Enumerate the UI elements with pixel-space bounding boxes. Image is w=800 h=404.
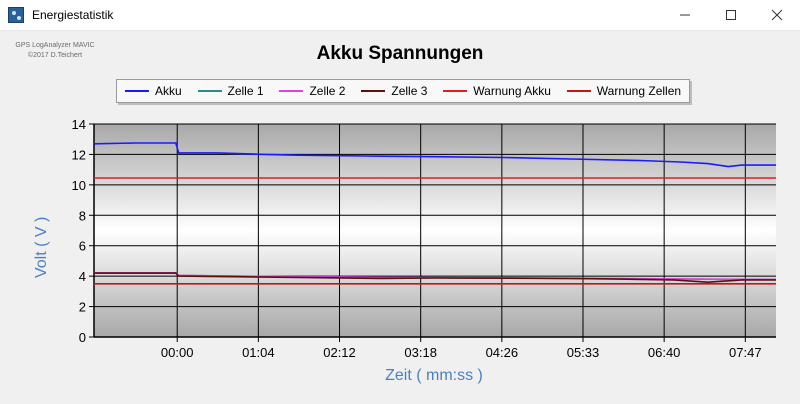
legend-label: Zelle 1 — [227, 84, 264, 98]
legend-swatch — [197, 90, 222, 92]
y-tick-label: 2 — [79, 300, 86, 315]
client-area: GPS LogAnalyzer MAVIC ©2017 D.Teichert A… — [0, 31, 800, 404]
window-controls — [662, 0, 800, 30]
x-tick-label: 04:26 — [486, 345, 519, 360]
legend-label: Zelle 2 — [309, 84, 346, 98]
x-axis-label: Zeit ( mm:ss ) — [385, 367, 483, 384]
y-tick-label: 14 — [72, 117, 86, 132]
y-tick-label: 4 — [79, 269, 86, 284]
legend-swatch — [566, 90, 591, 92]
legend-label: Zelle 3 — [391, 84, 428, 98]
legend-label: Akku — [154, 84, 182, 98]
legend-item: Akku — [124, 84, 182, 98]
y-tick-label: 8 — [79, 208, 86, 223]
series-line-akku — [93, 142, 776, 168]
legend-swatch — [443, 90, 468, 92]
window-title: Energiestatistik — [32, 8, 114, 22]
y-axis-label: Volt ( V ) — [33, 216, 50, 278]
y-tick-label: 12 — [72, 147, 86, 162]
plot-area — [94, 124, 776, 337]
legend-label: Warnung Zellen — [596, 84, 682, 98]
legend-item: Zelle 2 — [279, 84, 345, 98]
credits-line-2: ©2017 D.Teichert — [27, 52, 83, 59]
legend-item: Warnung Zellen — [566, 84, 682, 98]
legend-item: Zelle 3 — [361, 84, 427, 98]
credits: GPS LogAnalyzer MAVIC ©2017 D.Teichert — [10, 41, 100, 61]
y-tick-label: 10 — [72, 178, 86, 193]
chart-canvas: 0 2 4 6 8 10 12 14 00:00 01:04 02:12 03:18 04:26 05:3… — [72, 117, 777, 360]
x-tick-label: 06:40 — [648, 345, 681, 360]
x-tick-label: 00:00 — [161, 345, 194, 360]
chart-title: Akku Spannungen — [316, 43, 484, 64]
x-tick-label: 03:18 — [404, 345, 437, 360]
legend-label: Warnung Akku — [473, 84, 551, 98]
legend-swatch — [124, 90, 149, 92]
credits-line-1: GPS LogAnalyzer MAVIC — [15, 42, 95, 49]
x-tick-label: 01:04 — [242, 345, 275, 360]
maximize-button[interactable] — [708, 0, 754, 30]
close-icon — [771, 9, 783, 21]
y-tick-label: 6 — [79, 239, 86, 254]
series-line-zelle-3 — [94, 272, 776, 284]
minimize-button[interactable] — [662, 0, 708, 30]
legend-item: Warnung Akku — [443, 84, 551, 98]
legend-item: Zelle 1 — [197, 84, 264, 98]
minimize-icon — [680, 14, 690, 16]
y-tick-label: 0 — [79, 330, 86, 345]
title-bar: Energiestatistik — [0, 0, 800, 31]
x-tick-label: 02:12 — [323, 345, 356, 360]
legend-swatch — [361, 90, 386, 92]
x-tick-label: 07:47 — [729, 345, 762, 360]
legend-swatch — [279, 90, 304, 92]
maximize-icon — [726, 10, 736, 20]
close-button[interactable] — [754, 0, 800, 30]
x-tick-label: 05:33 — [567, 345, 600, 360]
chart-legend: Akku Zelle 1 Zelle 2 Zelle 3 Warnung Akku War… — [116, 79, 690, 103]
app-icon — [8, 7, 24, 23]
